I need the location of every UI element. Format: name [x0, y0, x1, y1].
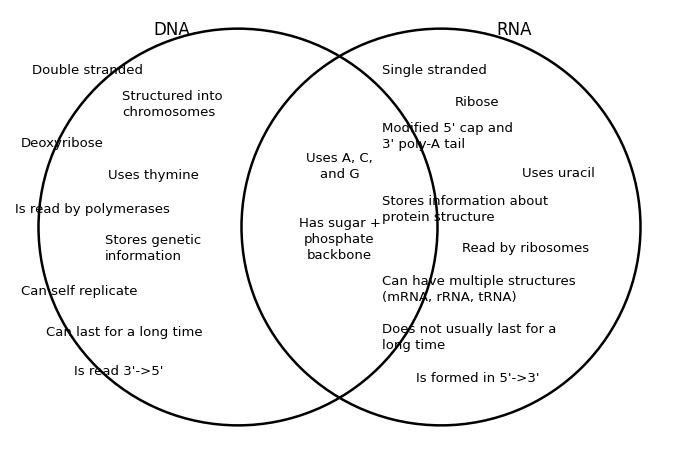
Text: Is read 3'->5': Is read 3'->5'	[74, 364, 163, 377]
Text: Single stranded: Single stranded	[382, 64, 486, 77]
Text: Stores information about
protein structure: Stores information about protein structu…	[382, 195, 547, 224]
Text: Read by ribosomes: Read by ribosomes	[462, 242, 589, 254]
Text: RNA: RNA	[497, 20, 532, 39]
Text: Uses A, C,
and G: Uses A, C, and G	[306, 152, 373, 181]
Text: Can last for a long time: Can last for a long time	[46, 326, 202, 339]
Text: Has sugar +
phosphate
backbone: Has sugar + phosphate backbone	[299, 217, 380, 261]
Text: Does not usually last for a
long time: Does not usually last for a long time	[382, 322, 556, 351]
Text: Uses thymine: Uses thymine	[108, 169, 200, 182]
Text: Deoxyribose: Deoxyribose	[21, 137, 104, 150]
Text: Can self replicate: Can self replicate	[21, 285, 137, 298]
Text: Ribose: Ribose	[455, 96, 500, 109]
Text: Can have multiple structures
(mRNA, rRNA, tRNA): Can have multiple structures (mRNA, rRNA…	[382, 274, 575, 303]
Text: Uses uracil: Uses uracil	[522, 167, 594, 179]
Text: DNA: DNA	[153, 20, 190, 39]
Text: Structured into
chromosomes: Structured into chromosomes	[122, 90, 223, 119]
Text: Is read by polymerases: Is read by polymerases	[15, 203, 170, 216]
Text: Is formed in 5'->3': Is formed in 5'->3'	[416, 371, 540, 384]
Text: Stores genetic
information: Stores genetic information	[105, 233, 202, 263]
Text: Modified 5' cap and
3' poly-A tail: Modified 5' cap and 3' poly-A tail	[382, 122, 512, 151]
Text: Double stranded: Double stranded	[32, 64, 143, 77]
